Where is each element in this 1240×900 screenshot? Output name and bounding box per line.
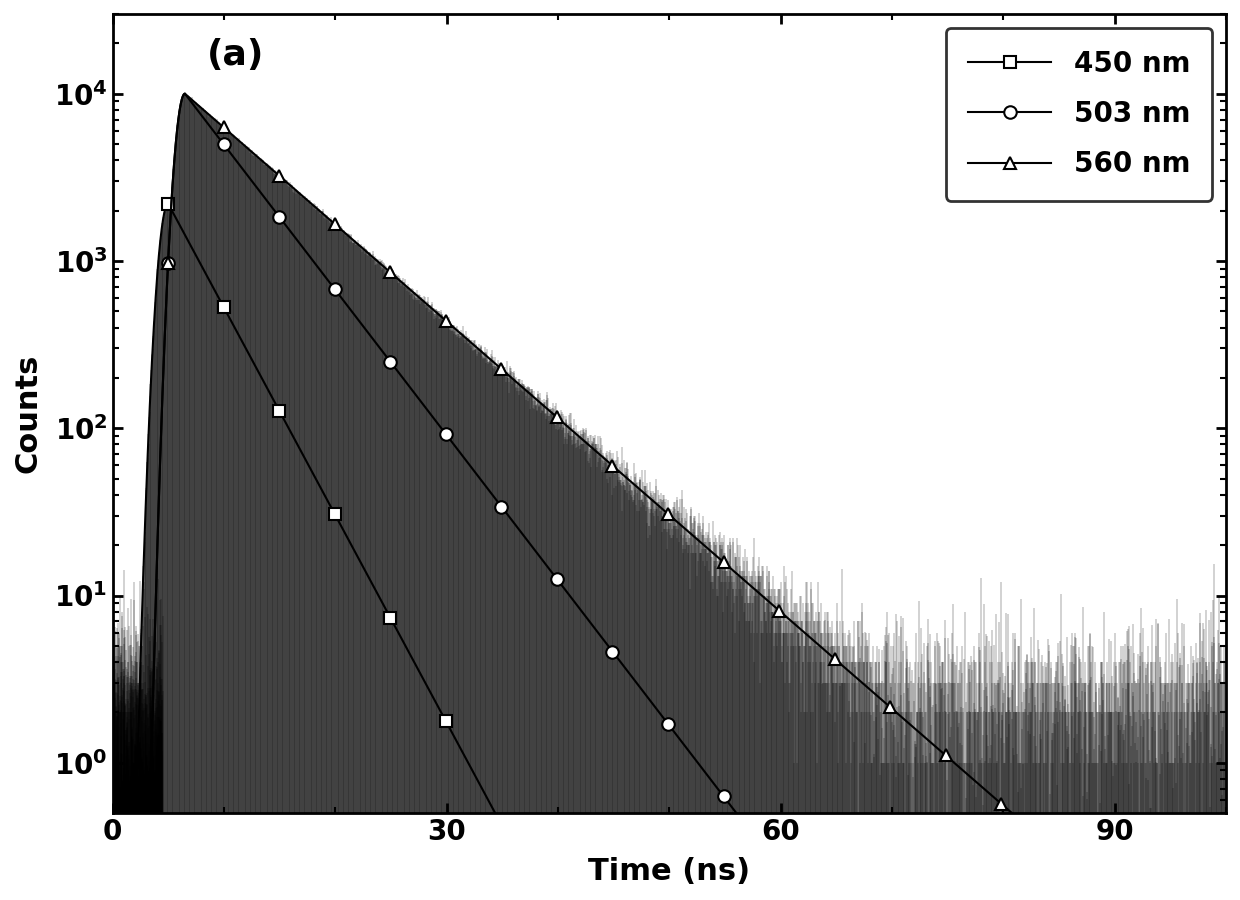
450 nm	[812, 845, 827, 856]
503 nm	[931, 845, 946, 856]
560 nm	[1219, 845, 1234, 856]
Legend: 450 nm, 503 nm, 560 nm: 450 nm, 503 nm, 560 nm	[946, 28, 1213, 201]
560 nm	[177, 88, 192, 99]
Line: 450 nm: 450 nm	[107, 197, 1233, 857]
Line: 560 nm: 560 nm	[107, 87, 1233, 857]
450 nm	[161, 198, 176, 209]
503 nm	[812, 845, 827, 856]
560 nm	[508, 376, 523, 387]
450 nm	[105, 845, 120, 856]
503 nm	[177, 88, 192, 99]
560 nm	[161, 249, 176, 260]
450 nm	[991, 845, 1006, 856]
503 nm	[105, 845, 120, 856]
560 nm	[105, 845, 120, 856]
560 nm	[812, 641, 827, 652]
560 nm	[991, 796, 1006, 806]
Line: 503 nm: 503 nm	[107, 87, 1233, 857]
503 nm	[764, 845, 779, 856]
503 nm	[508, 520, 523, 531]
503 nm	[991, 845, 1006, 856]
450 nm	[1219, 845, 1234, 856]
450 nm	[764, 845, 779, 856]
450 nm	[508, 845, 523, 856]
450 nm	[161, 199, 176, 210]
503 nm	[1219, 845, 1234, 856]
Text: (a): (a)	[207, 38, 264, 72]
503 nm	[161, 249, 176, 260]
450 nm	[931, 845, 946, 856]
560 nm	[931, 743, 946, 754]
Y-axis label: Counts: Counts	[14, 354, 43, 473]
X-axis label: Time (ns): Time (ns)	[588, 857, 750, 886]
560 nm	[764, 598, 779, 609]
